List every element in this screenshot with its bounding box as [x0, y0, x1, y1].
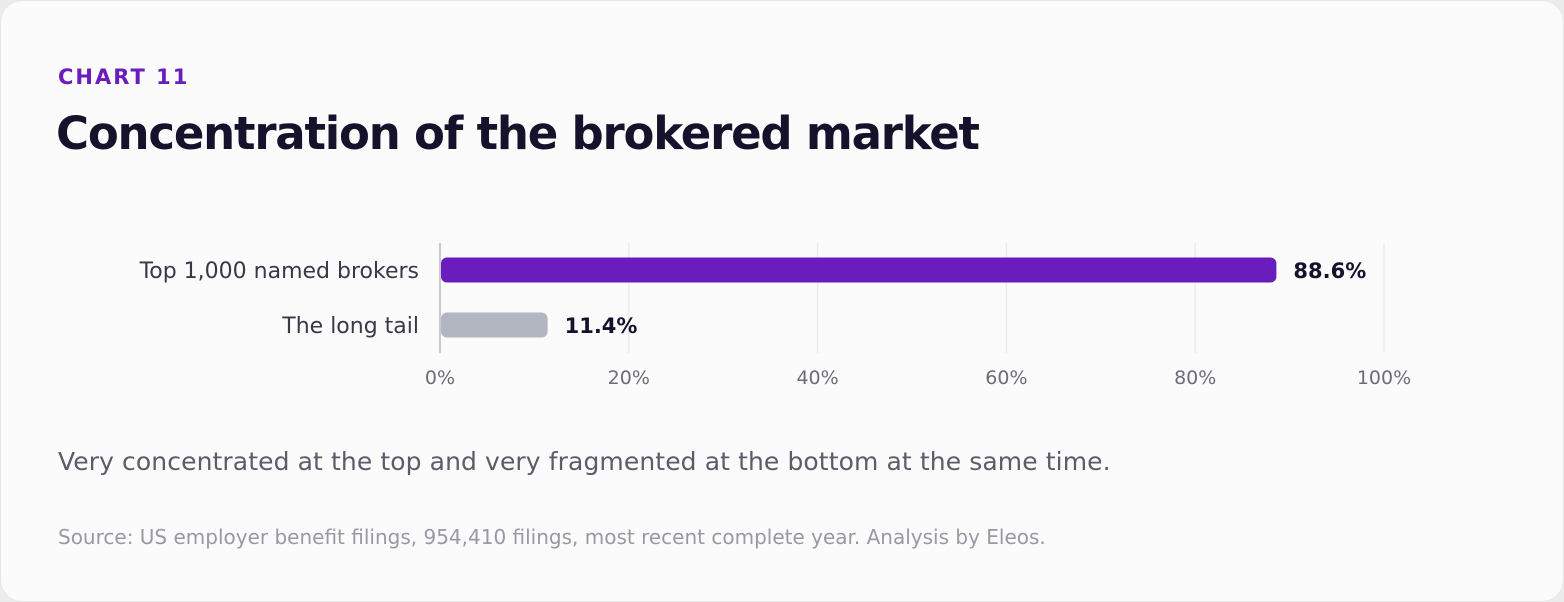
bar	[441, 312, 548, 338]
category-labels: Top 1,000 named brokers The long tail	[139, 259, 419, 339]
chart-title: Concentration of the brokered market	[56, 107, 980, 160]
chart-source: Source: US employer benefit filings, 954…	[58, 525, 1046, 549]
chart-eyebrow: CHART 11	[58, 65, 190, 89]
category-label: Top 1,000 named brokers	[139, 259, 419, 284]
x-tick-label: 0%	[425, 367, 455, 389]
x-tick-label: 80%	[1174, 367, 1216, 389]
value-label: 88.6%	[1293, 259, 1366, 283]
category-label: The long tail	[281, 314, 419, 339]
x-tick-label: 100%	[1357, 367, 1411, 389]
x-axis-ticks: 0% 20% 40% 60% 80% 100%	[425, 367, 1411, 389]
chart-caption: Very concentrated at the top and very fr…	[58, 447, 1111, 476]
bar	[441, 257, 1277, 283]
value-label: 11.4%	[565, 314, 638, 338]
value-labels: 88.6% 11.4%	[565, 259, 1367, 338]
bars	[441, 257, 1277, 338]
x-tick-label: 60%	[985, 367, 1027, 389]
bar-chart: Top 1,000 named brokers The long tail 88.…	[139, 243, 1411, 389]
x-tick-label: 20%	[608, 367, 650, 389]
x-tick-label: 40%	[796, 367, 838, 389]
